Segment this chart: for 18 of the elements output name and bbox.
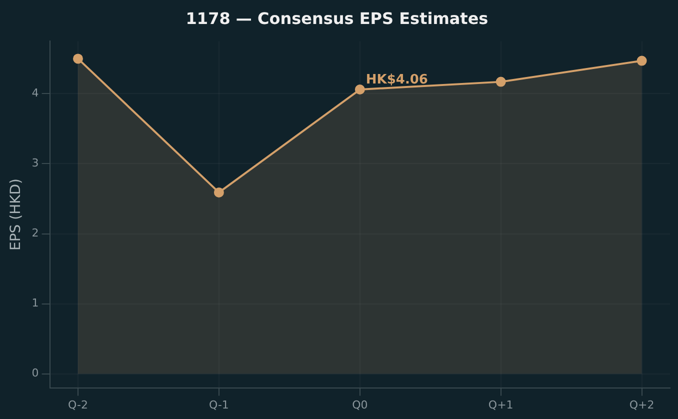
y-tick-label: 2 [32, 226, 39, 240]
point [496, 76, 506, 87]
chart-title: 1178 — Consensus EPS Estimates [186, 8, 488, 28]
y-tick-label: 3 [32, 156, 39, 170]
y-tick-label: 1 [32, 296, 39, 310]
x-tick-label: Q+1 [488, 398, 514, 412]
y-tick-label: 4 [32, 86, 39, 100]
point [214, 187, 224, 198]
point [72, 54, 83, 64]
x-tick-label: Q-2 [68, 398, 88, 412]
x-tick-label: Q+2 [629, 398, 654, 412]
point [636, 56, 647, 66]
x-tick-label: Q0 [352, 398, 368, 412]
point [354, 84, 365, 95]
x-tick-label: Q-1 [208, 398, 229, 412]
annotation: HK$4.06 [366, 72, 428, 88]
y-tick-label: 0 [32, 366, 39, 380]
y-axis-title: EPS (HKD) [8, 178, 24, 251]
